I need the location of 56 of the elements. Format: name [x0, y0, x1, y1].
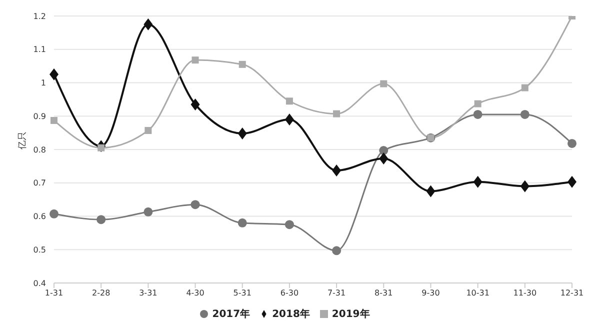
point	[333, 110, 340, 118]
point	[426, 185, 436, 198]
point	[190, 98, 200, 110]
legend-label: 2018年	[272, 309, 310, 320]
point	[190, 200, 200, 210]
x-tick-label: 10-31	[466, 288, 490, 298]
point	[473, 176, 482, 188]
x-tick-label: 7-31	[327, 288, 346, 298]
y-tick-label: 0.8	[33, 145, 46, 154]
point	[238, 127, 247, 140]
point	[284, 220, 294, 230]
point	[144, 207, 153, 216]
point	[238, 60, 246, 68]
x-tick-label: 2-28	[92, 288, 110, 298]
point	[521, 84, 528, 92]
point	[568, 176, 576, 188]
y-tick-label: 1	[40, 78, 46, 88]
point	[474, 100, 482, 108]
point	[332, 246, 342, 256]
point	[284, 113, 294, 126]
point	[50, 68, 58, 80]
point	[50, 209, 58, 218]
x-tick-label: 3-31	[139, 288, 158, 298]
x-tick-label: 8-31	[374, 288, 393, 298]
point	[332, 164, 342, 177]
point	[238, 218, 247, 228]
y-tick-label: 1.1	[33, 45, 46, 54]
point	[473, 110, 482, 119]
point	[568, 138, 576, 148]
y-tick-label: 0.6	[33, 212, 46, 222]
x-tick-label: 6-30	[280, 288, 299, 298]
point	[286, 98, 293, 105]
y-tick-label: 0.9	[33, 112, 46, 121]
point	[192, 56, 199, 64]
x-tick-label: 5-31	[233, 288, 252, 298]
y-tick-label: 0.5	[33, 245, 46, 254]
point	[96, 215, 106, 224]
point	[380, 80, 388, 88]
x-tick-label: 9-30	[422, 288, 440, 298]
point	[144, 18, 153, 30]
point	[144, 126, 152, 134]
point	[379, 146, 388, 155]
point	[520, 110, 530, 119]
x-tick-label: 1-31	[44, 288, 64, 298]
x-tick-label: 4-30	[186, 288, 204, 298]
y-tick-label: 1.2	[33, 12, 46, 21]
point	[379, 152, 388, 165]
x-tick-label: 11-30	[513, 288, 537, 298]
y-tick-label: 0.4	[33, 278, 46, 288]
legend-label: 2019年	[332, 309, 370, 320]
point	[50, 116, 58, 124]
y-axis-title: 亿只	[17, 132, 28, 150]
y-tick-label: 0.7	[33, 178, 46, 188]
legend-label: 2017年	[212, 309, 250, 320]
point	[520, 180, 530, 192]
x-tick-label: 12-31	[560, 288, 584, 298]
